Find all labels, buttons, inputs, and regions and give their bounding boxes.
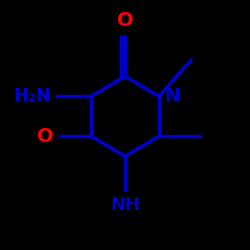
Text: N: N: [164, 87, 180, 106]
Text: O: O: [117, 11, 133, 30]
Text: O: O: [37, 127, 54, 146]
Text: NH: NH: [110, 196, 140, 214]
Text: H₂N: H₂N: [14, 87, 51, 105]
